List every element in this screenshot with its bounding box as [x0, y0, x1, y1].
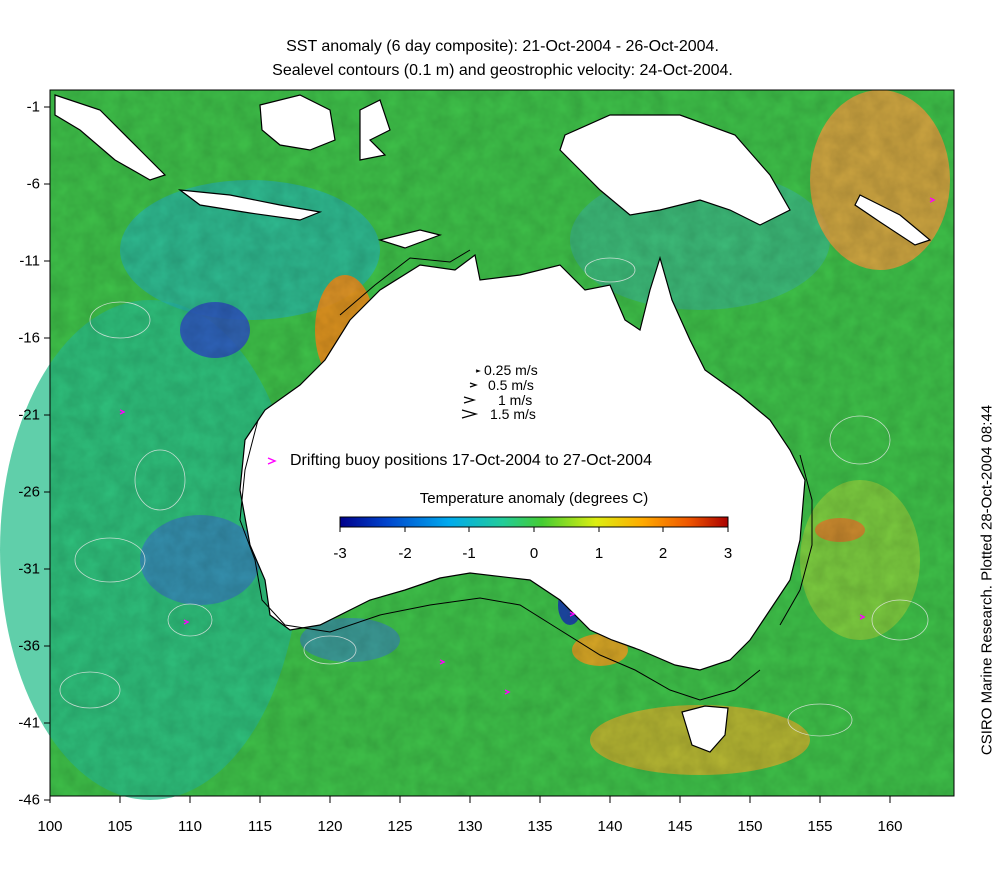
buoy-positions: [119, 197, 936, 695]
australia-landmass: [239, 253, 806, 671]
sumatra-island: [54, 94, 167, 181]
velocity-legend-arrows: [461, 369, 481, 419]
x-tick-label: 145: [667, 818, 693, 835]
y-tick-label: -16: [18, 329, 40, 347]
colorbar: [339, 516, 729, 528]
x-tick-label: 125: [387, 818, 413, 835]
y-tick-label: -21: [18, 406, 40, 424]
velocity-legend-label: 1 m/s: [498, 392, 533, 408]
colorbar-ticks: [339, 527, 729, 532]
colorbar-tick-label: -1: [462, 545, 476, 562]
colorbar-tick-label: -2: [398, 545, 412, 562]
y-tick-label: -31: [18, 560, 40, 578]
x-tick-label: 160: [877, 818, 903, 835]
x-tick-label: 155: [807, 818, 833, 835]
colorbar-tick-label: 2: [658, 545, 668, 562]
x-tick-label: 140: [597, 818, 623, 835]
new-guinea-landmass: [559, 114, 791, 226]
colorbar-tick-label: 0: [529, 545, 539, 562]
sulawesi-island: [359, 99, 391, 161]
x-tick-label: 135: [527, 818, 553, 835]
velocity-legend-label: 0.25 m/s: [484, 362, 538, 378]
solomon-islands: [854, 194, 932, 246]
x-tick-label: 115: [248, 818, 272, 835]
timor-island: [377, 229, 443, 249]
y-tick-label: -11: [19, 252, 40, 270]
tasmania-island: [681, 705, 729, 753]
colorbar-title: Temperature anomaly (degrees C): [419, 490, 649, 507]
colorbar-tick-label: 3: [723, 545, 733, 562]
y-tick-label: -1: [26, 98, 40, 116]
y-tick-label: -41: [18, 714, 40, 732]
x-tick-label: 130: [457, 818, 483, 835]
velocity-legend-label: 1.5 m/s: [490, 406, 536, 422]
map-frame: [49, 89, 955, 797]
y-tick-label: -36: [18, 637, 40, 655]
x-tick-label: 110: [178, 818, 202, 835]
shelf-break-contour: [239, 249, 813, 701]
y-tick-label: -46: [18, 791, 40, 809]
map-title-line2: Sealevel contours (0.1 m) and geostrophi…: [272, 62, 733, 79]
y-tick-label: -26: [18, 483, 40, 501]
colorbar-tick-label: 1: [594, 545, 604, 562]
colorbar-tick-label: -3: [333, 545, 347, 562]
borneo-island: [259, 94, 336, 151]
x-tick-label: 105: [107, 818, 133, 835]
y-tick-label: -6: [26, 175, 40, 193]
x-tick-label: 150: [737, 818, 763, 835]
buoy-legend-label: Drifting buoy positions 17-Oct-2004 to 2…: [290, 452, 652, 469]
side-credit-text: CSIRO Marine Research. Plotted 28-Oct-20…: [978, 404, 996, 756]
buoy-legend-marker: [267, 457, 277, 465]
map-title-line1: SST anomaly (6 day composite): 21-Oct-20…: [286, 38, 719, 55]
java-island: [177, 189, 323, 221]
axis-ticks: [44, 106, 891, 803]
land-masses: [54, 94, 932, 753]
sealevel-contours: [59, 257, 929, 737]
x-tick-label: 100: [37, 818, 63, 835]
x-tick-label: 120: [317, 818, 343, 835]
velocity-legend-label: 0.5 m/s: [488, 377, 534, 393]
